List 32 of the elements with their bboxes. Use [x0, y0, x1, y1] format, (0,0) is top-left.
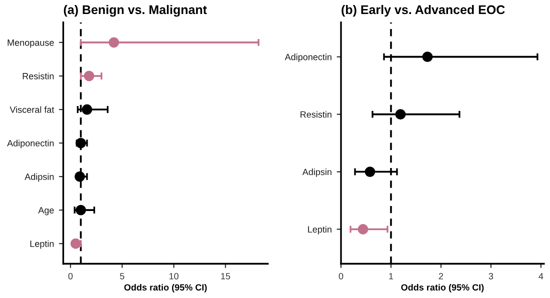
y-tick-label: Adiponectin [284, 54, 332, 62]
chart-title: (b) Early vs. Advanced EOC [342, 4, 505, 17]
y-tick-label: Age [38, 207, 54, 216]
point [108, 37, 120, 48]
y-tick-label: Leptin [308, 226, 332, 234]
x-tick-label: 10 [169, 272, 178, 280]
x-tick-label: 5 [120, 273, 124, 280]
x-axis-title: Odds ratio (95% CI) [124, 284, 207, 292]
x-tick-label: 1 [389, 273, 394, 280]
y-tick-label: Adipsin [24, 173, 54, 182]
y-tick-label: Menopause [8, 40, 54, 48]
point [422, 52, 433, 62]
point [82, 104, 92, 115]
x-tick-label: 15 [221, 273, 230, 280]
y-tick-label: Adipsin [302, 168, 332, 177]
x-tick-label: 2 [438, 272, 444, 280]
x-tick-label: 0 [68, 272, 73, 280]
point [358, 224, 368, 234]
x-tick-label: 3 [488, 272, 494, 280]
y-tick-label: Resistin [300, 111, 332, 118]
chart-title: (a) Benign vs. Malignant [64, 4, 207, 17]
point [84, 70, 94, 82]
x-axis-title: Odds ratio (95% CI) [401, 284, 484, 292]
point [74, 171, 85, 182]
y-tick-label: Visceral fat [10, 106, 54, 113]
point [364, 166, 376, 177]
point [395, 109, 406, 120]
y-tick-label: Resistin [22, 72, 54, 80]
y-tick-label: Adiponectin [7, 140, 54, 148]
x-tick-label: 4 [538, 273, 544, 280]
x-tick-label: 0 [338, 272, 344, 280]
y-tick-label: Leptin [30, 240, 54, 249]
